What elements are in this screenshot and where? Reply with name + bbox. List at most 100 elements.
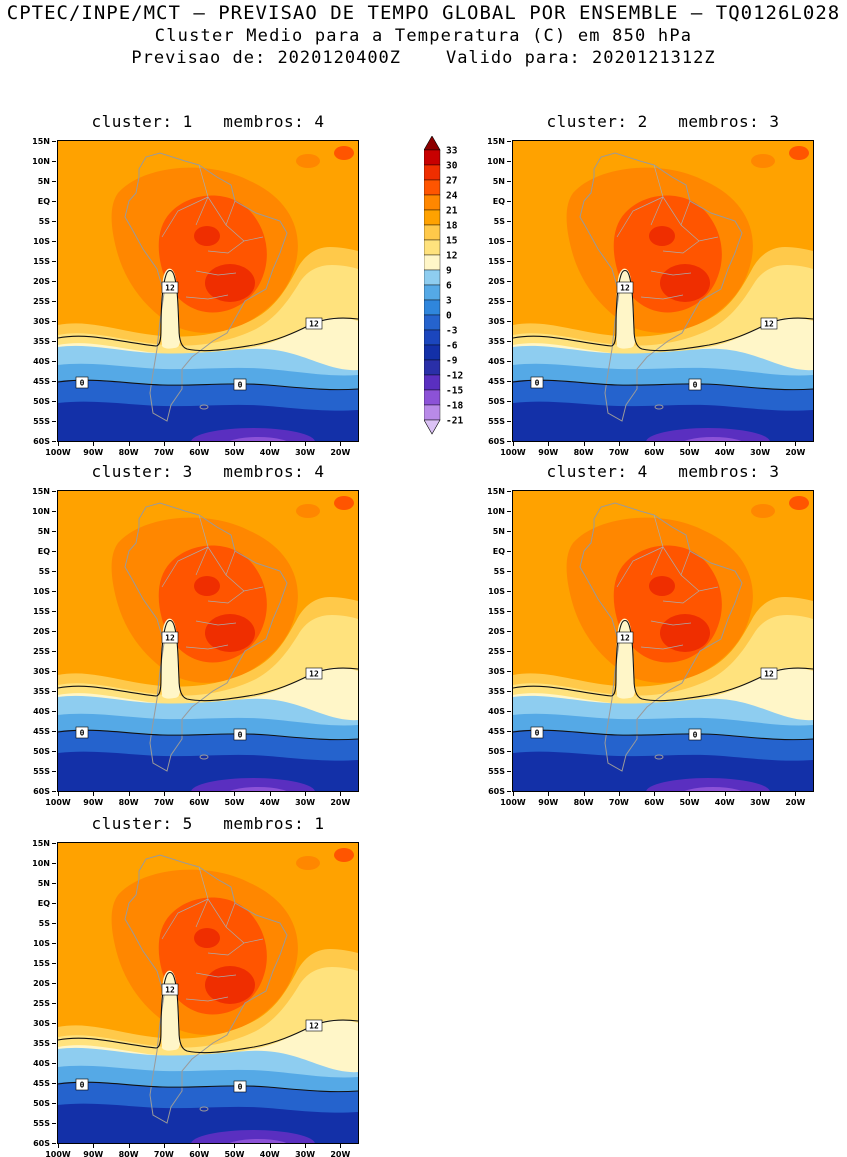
lat-tick-label: 10N [32, 507, 50, 516]
lat-tick-mark [52, 1003, 56, 1004]
lat-tick-label: 15N [32, 137, 50, 146]
lat-tick-label: 15S [33, 607, 50, 616]
lon-tick-label: 30W [295, 798, 316, 807]
lon-tick-label: 80W [118, 448, 139, 457]
lon-tick-mark [654, 792, 656, 796]
lon-tick-label: 20W [785, 448, 806, 457]
colorbar-cell [423, 239, 441, 256]
lon-tick-mark [128, 442, 130, 446]
lon-tick-mark [199, 792, 201, 796]
lon-tick-mark [234, 442, 236, 446]
lat-tick-mark [52, 1143, 56, 1144]
lat-tick-label: 25S [488, 647, 505, 656]
lon-tick-label: 70W [608, 448, 629, 457]
colorbar-tick-label: -15 [446, 386, 463, 397]
lat-tick-mark [52, 883, 56, 884]
lat-tick-mark [52, 1023, 56, 1024]
lat-tick-label: EQ [37, 899, 50, 908]
lon-axis: 100W 90W 80W 70W 60W 50W 40W 30W 20W [45, 442, 359, 458]
lon-tick-mark [163, 792, 165, 796]
lon-tick-label: 50W [224, 798, 245, 807]
lon-tick-label: 70W [153, 798, 174, 807]
lat-tick-label: EQ [37, 547, 50, 556]
lon-tick-mark [128, 1144, 130, 1148]
map-cluster-4 [512, 490, 814, 792]
colorbar-cell [423, 164, 441, 181]
lon-tick-label: 40W [714, 798, 735, 807]
lat-tick-label: 40S [33, 357, 50, 366]
lat-tick-label: 20S [33, 979, 50, 988]
lon-tick-mark [269, 792, 271, 796]
lat-tick-label: 55S [33, 417, 50, 426]
lat-tick-label: 15N [487, 137, 505, 146]
colorbar-tick-label: -9 [446, 356, 458, 367]
panel-cluster-5: cluster: 5 membros: 1 15N 10N 5N EQ 5S 10S 15S… [17, 814, 359, 1157]
colorbar-cell [423, 149, 441, 166]
colorbar-cell [423, 269, 441, 286]
lat-tick-label: 60S [33, 1139, 50, 1148]
lat-tick-label: 25S [33, 999, 50, 1008]
colorbar-tick-label: -18 [446, 401, 463, 412]
lat-tick-label: 10S [488, 587, 505, 596]
lat-tick-mark [507, 711, 511, 712]
lat-tick-label: 20S [33, 627, 50, 636]
lat-tick-label: 5N [492, 177, 505, 186]
lat-tick-label: 5N [37, 527, 50, 536]
panel-cluster-3: cluster: 3 membros: 4 15N 10N 5N EQ 5S 10S 15S… [17, 462, 359, 812]
lat-tick-mark [52, 611, 56, 612]
lon-tick-mark [760, 792, 762, 796]
colorbar-cell [423, 344, 441, 361]
lon-tick-mark [340, 442, 342, 446]
figure-validity: Previsao de: 2020120400Z Valido para: 20… [131, 48, 716, 68]
lat-tick-mark [52, 181, 56, 182]
lon-tick-label: 20W [330, 1150, 351, 1157]
lat-tick-mark [52, 551, 56, 552]
colorbar-cell [423, 179, 441, 196]
colorbar-tick-label: 6 [446, 281, 452, 292]
lat-tick-mark [507, 651, 511, 652]
lat-tick-label: 45S [488, 377, 505, 386]
lat-tick-mark [507, 261, 511, 262]
lat-tick-mark [52, 963, 56, 964]
lat-tick-mark [52, 731, 56, 732]
lat-tick-label: 25S [33, 297, 50, 306]
colorbar-tick-label: 27 [446, 176, 457, 187]
lat-tick-mark [52, 511, 56, 512]
colorbar-cell [423, 224, 441, 241]
lat-tick-mark [52, 651, 56, 652]
colorbar-cell [423, 329, 441, 346]
lon-tick-label: 50W [679, 798, 700, 807]
lon-axis: 100W 90W 80W 70W 60W 50W 40W 30W 20W [500, 442, 814, 458]
lat-tick-mark [52, 1063, 56, 1064]
lat-tick-label: 45S [33, 1079, 50, 1088]
lat-tick-mark [507, 511, 511, 512]
lat-tick-label: 20S [488, 627, 505, 636]
lon-tick-label: 90W [83, 1150, 104, 1157]
lat-tick-mark [507, 201, 511, 202]
lat-tick-label: 30S [488, 667, 505, 676]
lat-tick-label: 10N [487, 507, 505, 516]
lon-tick-label: 30W [295, 448, 316, 457]
lon-tick-label: 100W [45, 1150, 71, 1157]
lat-tick-mark [507, 791, 511, 792]
colorbar-cell [423, 299, 441, 316]
lat-tick-mark [52, 321, 56, 322]
lon-tick-mark [305, 792, 307, 796]
lat-tick-label: 60S [33, 787, 50, 796]
lat-tick-mark [52, 751, 56, 752]
colorbar-tick-label: 24 [446, 191, 458, 202]
lon-tick-mark [269, 442, 271, 446]
lat-tick-mark [507, 421, 511, 422]
colorbar-tick-label: 9 [446, 266, 452, 277]
lat-tick-label: 20S [488, 277, 505, 286]
lat-tick-mark [507, 631, 511, 632]
colorbar-tick-label: 18 [446, 221, 458, 232]
lat-tick-label: 55S [488, 417, 505, 426]
colorbar-arrow-top [423, 135, 441, 151]
lon-axis: 100W 90W 80W 70W 60W 50W 40W 30W 20W [45, 1144, 359, 1157]
colorbar: 33 30 27 24 21 18 15 12 9 6 3 0 -3 -6 -9 -12 -15 -18 -21 [423, 135, 488, 438]
lat-tick-label: 10N [32, 157, 50, 166]
colorbar-cell [423, 284, 441, 301]
lat-tick-mark [52, 441, 56, 442]
lat-tick-mark [52, 671, 56, 672]
